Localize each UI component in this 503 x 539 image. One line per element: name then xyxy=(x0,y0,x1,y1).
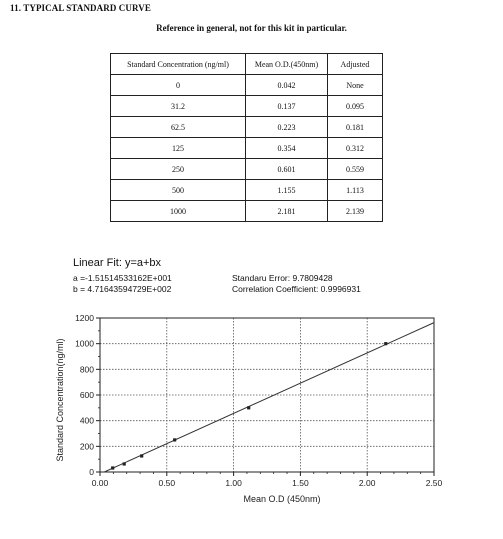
chart-ticks: 0.00 0.50 1.00 1.50 2.00 2.50 0 200 400 600 800 100… xyxy=(75,313,442,488)
fit-correlation-coefficient: Correlation Coefficient: 0.9996931 xyxy=(232,284,361,294)
x-tick-label: 0.00 xyxy=(92,478,109,488)
y-tick-label: 400 xyxy=(80,416,94,426)
table-row: 1000 2.181 2.139 xyxy=(110,200,383,222)
y-tick-label: 800 xyxy=(80,364,94,374)
section-title: 11. TYPICAL STANDARD CURVE xyxy=(10,3,151,13)
x-tick-label: 0.50 xyxy=(159,478,176,488)
y-tick-label: 200 xyxy=(80,441,94,451)
y-tick-label: 1200 xyxy=(75,313,94,323)
data-point xyxy=(247,406,251,410)
table-header-row: Standard Concentration (ng/ml) Mean O.D.… xyxy=(110,53,383,75)
fit-coefficient-b: b = 4.71643594729E+002 xyxy=(73,284,172,294)
table-row: 31.2 0.137 0.095 xyxy=(110,95,383,117)
x-tick-label: 1.50 xyxy=(292,478,309,488)
x-axis-label: Mean O.D (450nm) xyxy=(243,494,320,504)
table-row: 62.5 0.223 0.181 xyxy=(110,116,383,138)
data-point xyxy=(111,466,115,470)
table-row: 250 0.601 0.559 xyxy=(110,158,383,180)
y-tick-label: 0 xyxy=(89,467,94,477)
x-tick-label: 1.00 xyxy=(225,478,242,488)
chart-points xyxy=(111,342,388,470)
fit-title: Linear Fit: y=a+bx xyxy=(73,257,162,269)
standard-curve-table: Standard Concentration (ng/ml) Mean O.D.… xyxy=(110,53,383,222)
data-point xyxy=(140,454,144,458)
chart-grid xyxy=(100,318,434,472)
table-row: 0 0.042 None xyxy=(110,74,383,96)
data-point xyxy=(122,462,126,466)
fit-standard-error: Standaru Error: 9.7809428 xyxy=(232,273,333,283)
y-tick-label: 600 xyxy=(80,390,94,400)
cell-adjusted: 2.139 xyxy=(327,200,383,222)
data-point xyxy=(173,438,177,442)
x-tick-label: 2.00 xyxy=(359,478,376,488)
y-tick-label: 1000 xyxy=(75,339,94,349)
y-axis-label: Standard Concentration(ng/ml) xyxy=(55,338,65,461)
data-point xyxy=(384,342,388,346)
reference-note: Reference in general, not for this kit i… xyxy=(156,23,347,33)
fit-line xyxy=(104,322,435,473)
plot-frame xyxy=(99,317,435,473)
fit-coefficient-a: a =-1.51514533162E+001 xyxy=(73,273,172,283)
x-tick-label: 2.50 xyxy=(426,478,443,488)
